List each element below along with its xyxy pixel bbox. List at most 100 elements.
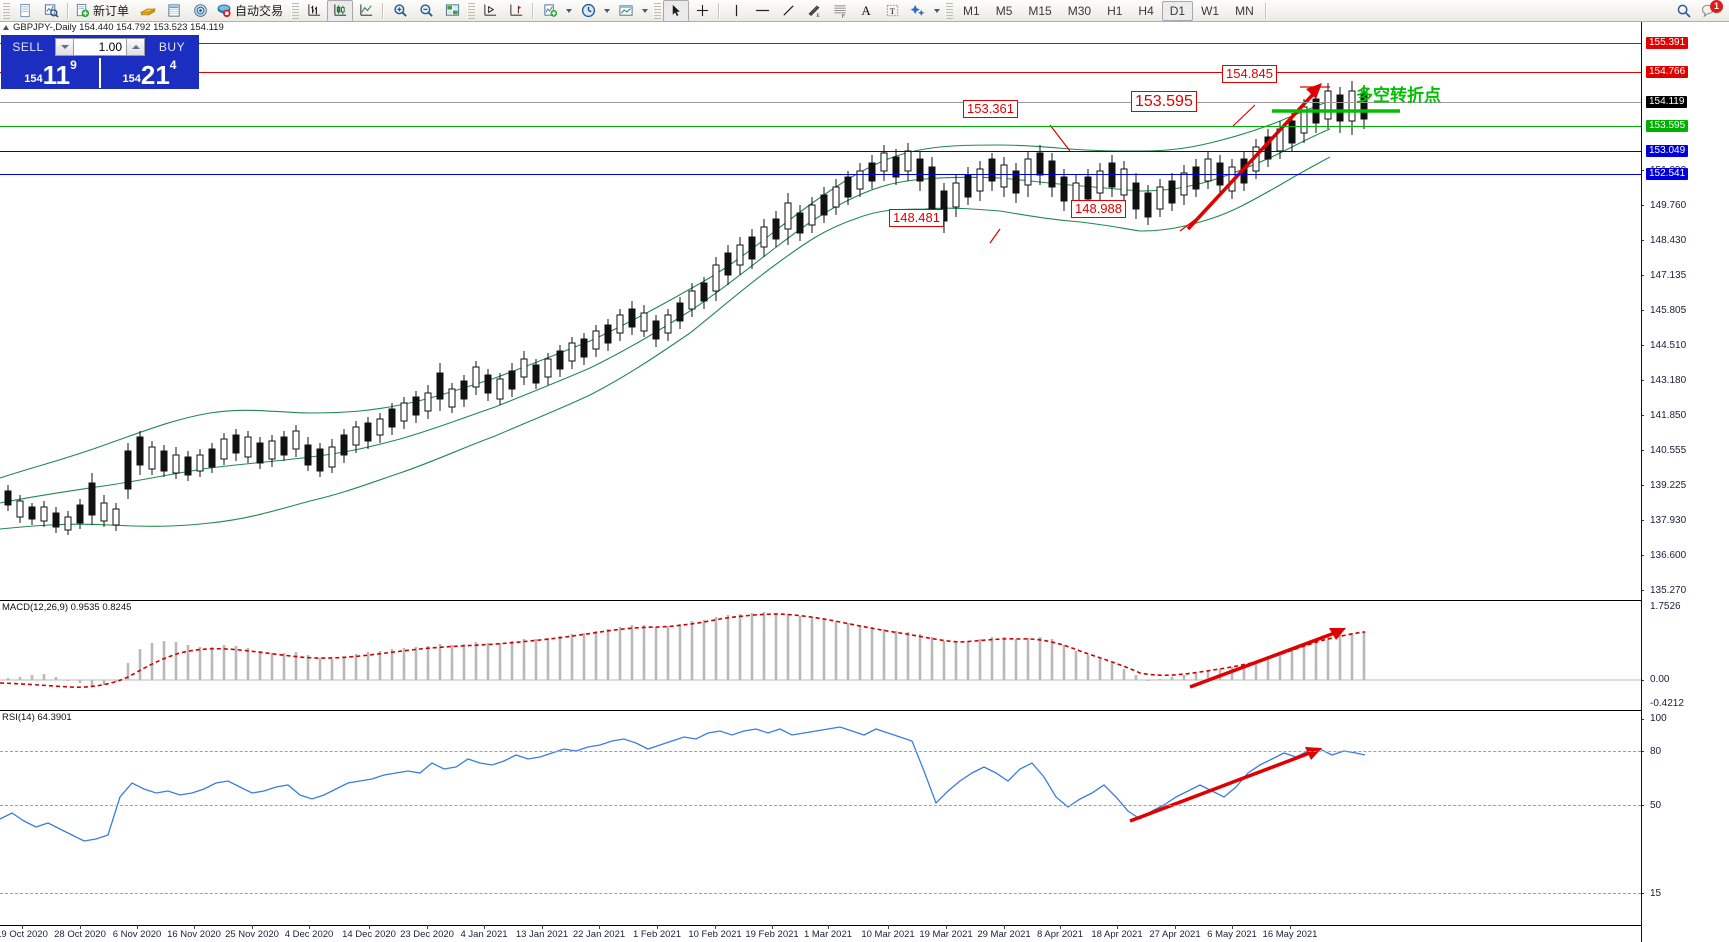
chart-canvas[interactable]: 154.845 153.595 153.361 148.988 148.481 … bbox=[0, 22, 1729, 942]
buy-price-button[interactable]: 154 21 4 bbox=[101, 58, 198, 88]
signal-icon[interactable] bbox=[187, 0, 213, 22]
tile-windows-icon[interactable] bbox=[439, 0, 465, 22]
octp-price-row: 154 11 9 154 21 4 bbox=[2, 58, 198, 88]
rsi-series-svg bbox=[0, 726, 1366, 842]
toolbar-grip-2[interactable] bbox=[291, 2, 300, 19]
toolbar-grip[interactable] bbox=[2, 2, 10, 19]
shapes-icon[interactable] bbox=[905, 0, 931, 22]
volume-input[interactable]: 1.00 bbox=[74, 38, 126, 56]
toolbar-separator bbox=[67, 2, 69, 19]
octp-divider bbox=[99, 58, 101, 88]
sell-price-button[interactable]: 154 11 9 bbox=[2, 58, 99, 88]
volume-increment-button[interactable] bbox=[126, 38, 145, 56]
ytick-macd-max: 1.7526 bbox=[1650, 601, 1681, 612]
new-order-button[interactable]: 新订单 bbox=[72, 0, 135, 22]
zoom-in-icon[interactable] bbox=[387, 0, 413, 22]
tab-timeframe-mn[interactable]: MN bbox=[1235, 3, 1254, 18]
ytick-143180: 143.180 bbox=[1650, 375, 1687, 386]
crosshair-icon[interactable] bbox=[689, 0, 715, 22]
chart-collapse-icon[interactable] bbox=[3, 25, 9, 30]
price-pane[interactable]: 154.845 153.595 153.361 148.988 148.481 … bbox=[0, 33, 1689, 600]
xtick-8: 4 Jan 2021 bbox=[460, 929, 508, 940]
cursor-arrow-icon[interactable] bbox=[663, 0, 690, 22]
line-chart-icon[interactable] bbox=[353, 0, 379, 22]
symbol-info-bar: GBPJPY-,Daily 154.440 154.792 153.523 15… bbox=[0, 22, 224, 33]
candlestick-chart-icon[interactable] bbox=[327, 0, 354, 22]
annotation-148988[interactable]: 148.988 bbox=[1071, 200, 1126, 218]
add-indicator-icon[interactable] bbox=[537, 0, 563, 22]
annotation-148481[interactable]: 148.481 bbox=[889, 209, 944, 227]
time-axis-line bbox=[0, 925, 1641, 926]
ytick-rsi-15: 15 bbox=[1650, 888, 1662, 899]
annotation-153361[interactable]: 153.361 bbox=[963, 100, 1018, 118]
toolbar-separator-5 bbox=[1264, 2, 1267, 19]
toolbar-separator-4 bbox=[718, 2, 721, 19]
chevron-down-icon-4[interactable] bbox=[934, 8, 941, 13]
chart-shift-icon[interactable] bbox=[503, 0, 529, 22]
rsi-pane[interactable]: RSI(14) 64.3901 100 80 50 15 bbox=[0, 710, 1667, 925]
price-series-svg bbox=[0, 81, 1400, 535]
notification-icon[interactable]: 1 bbox=[1697, 0, 1723, 22]
time-axis: 19 Oct 2020 28 Oct 2020 6 Nov 2020 16 No… bbox=[0, 925, 1641, 942]
toolbar-right-group: 1 bbox=[1671, 0, 1729, 22]
macd-pane[interactable]: MACD(12,26,9) 0.9535 0.8245 bbox=[0, 600, 1684, 709]
toolbar-grip-5[interactable] bbox=[945, 2, 954, 19]
annotation-154845[interactable]: 154.845 bbox=[1222, 65, 1277, 83]
text-icon[interactable]: A bbox=[861, 2, 871, 18]
chart-search-icon[interactable] bbox=[38, 0, 64, 22]
search-icon[interactable] bbox=[1671, 0, 1697, 22]
new-chart-icon[interactable] bbox=[12, 0, 38, 22]
annotation-note-turning-point[interactable]: 多空转折点 bbox=[1356, 86, 1441, 105]
bar-chart-icon[interactable] bbox=[301, 0, 327, 22]
price-label-154766: 154.766 bbox=[1646, 66, 1689, 78]
new-order-label: 新订单 bbox=[93, 4, 130, 18]
annotation-153595[interactable]: 153.595 bbox=[1131, 91, 1197, 112]
vertical-line-icon[interactable] bbox=[723, 0, 749, 22]
macd-trend-arrow bbox=[1189, 628, 1346, 689]
gold-bars-icon[interactable] bbox=[135, 0, 161, 22]
tab-timeframe-h1[interactable]: H1 bbox=[1107, 3, 1123, 18]
fibonacci-icon[interactable]: F bbox=[827, 0, 853, 22]
auto-trading-button[interactable]: 自动交易 bbox=[213, 0, 289, 22]
xtick-13: 19 Feb 2021 bbox=[745, 929, 799, 940]
volume-decrement-button[interactable] bbox=[55, 38, 74, 56]
toolbar-grip-4[interactable] bbox=[653, 2, 662, 19]
trendline-icon[interactable] bbox=[775, 0, 801, 22]
tab-timeframe-h4[interactable]: H4 bbox=[1138, 3, 1154, 18]
sell-price-point: 9 bbox=[70, 58, 77, 72]
tab-timeframe-m15[interactable]: M15 bbox=[1028, 3, 1052, 18]
tab-timeframe-m1[interactable]: M1 bbox=[963, 3, 980, 18]
buy-label: BUY bbox=[158, 40, 186, 54]
tab-timeframe-m30[interactable]: M30 bbox=[1067, 3, 1092, 18]
toolbar-grip-3[interactable] bbox=[467, 2, 476, 19]
xtick-11: 1 Feb 2021 bbox=[632, 929, 682, 940]
auto-trading-label: 自动交易 bbox=[235, 4, 284, 18]
ytick-rsi-80: 80 bbox=[1650, 746, 1662, 757]
chevron-down-icon-2[interactable] bbox=[604, 8, 611, 13]
text-label-icon[interactable]: T bbox=[879, 0, 905, 22]
zoom-out-icon[interactable] bbox=[413, 0, 439, 22]
chevron-down-icon-3[interactable] bbox=[642, 8, 649, 13]
ytick-136600: 136.600 bbox=[1650, 550, 1687, 561]
horizontal-line-icon[interactable] bbox=[749, 0, 775, 22]
volume-stepper[interactable]: 1.00 bbox=[54, 36, 146, 58]
equidistant-channel-icon[interactable]: E bbox=[801, 0, 827, 22]
xtick-20: 27 Apr 2021 bbox=[1149, 929, 1201, 940]
octp-top-row: SELL 1.00 BUY bbox=[2, 36, 198, 58]
terminal-icon[interactable] bbox=[161, 0, 187, 22]
periods-clock-icon[interactable] bbox=[575, 0, 601, 22]
xtick-4: 25 Nov 2020 bbox=[225, 929, 279, 940]
tab-timeframe-d1[interactable]: D1 bbox=[1161, 0, 1194, 21]
ytick-145805: 145.805 bbox=[1650, 305, 1687, 316]
buy-price-integer: 154 bbox=[122, 73, 141, 85]
auto-scroll-icon[interactable] bbox=[477, 0, 503, 22]
tab-timeframe-w1[interactable]: W1 bbox=[1201, 3, 1220, 18]
templates-icon[interactable] bbox=[613, 0, 639, 22]
hline-153049 bbox=[0, 151, 1641, 152]
xtick-12: 10 Feb 2021 bbox=[688, 929, 742, 940]
one-click-trading-panel[interactable]: SELL 1.00 BUY 154 11 9 154 21 bbox=[2, 36, 198, 88]
tab-timeframe-m5[interactable]: M5 bbox=[995, 3, 1013, 18]
sell-price-main: 11 bbox=[42, 60, 71, 90]
xtick-17: 29 Mar 2021 bbox=[977, 929, 1031, 940]
chevron-down-icon[interactable] bbox=[566, 8, 573, 13]
